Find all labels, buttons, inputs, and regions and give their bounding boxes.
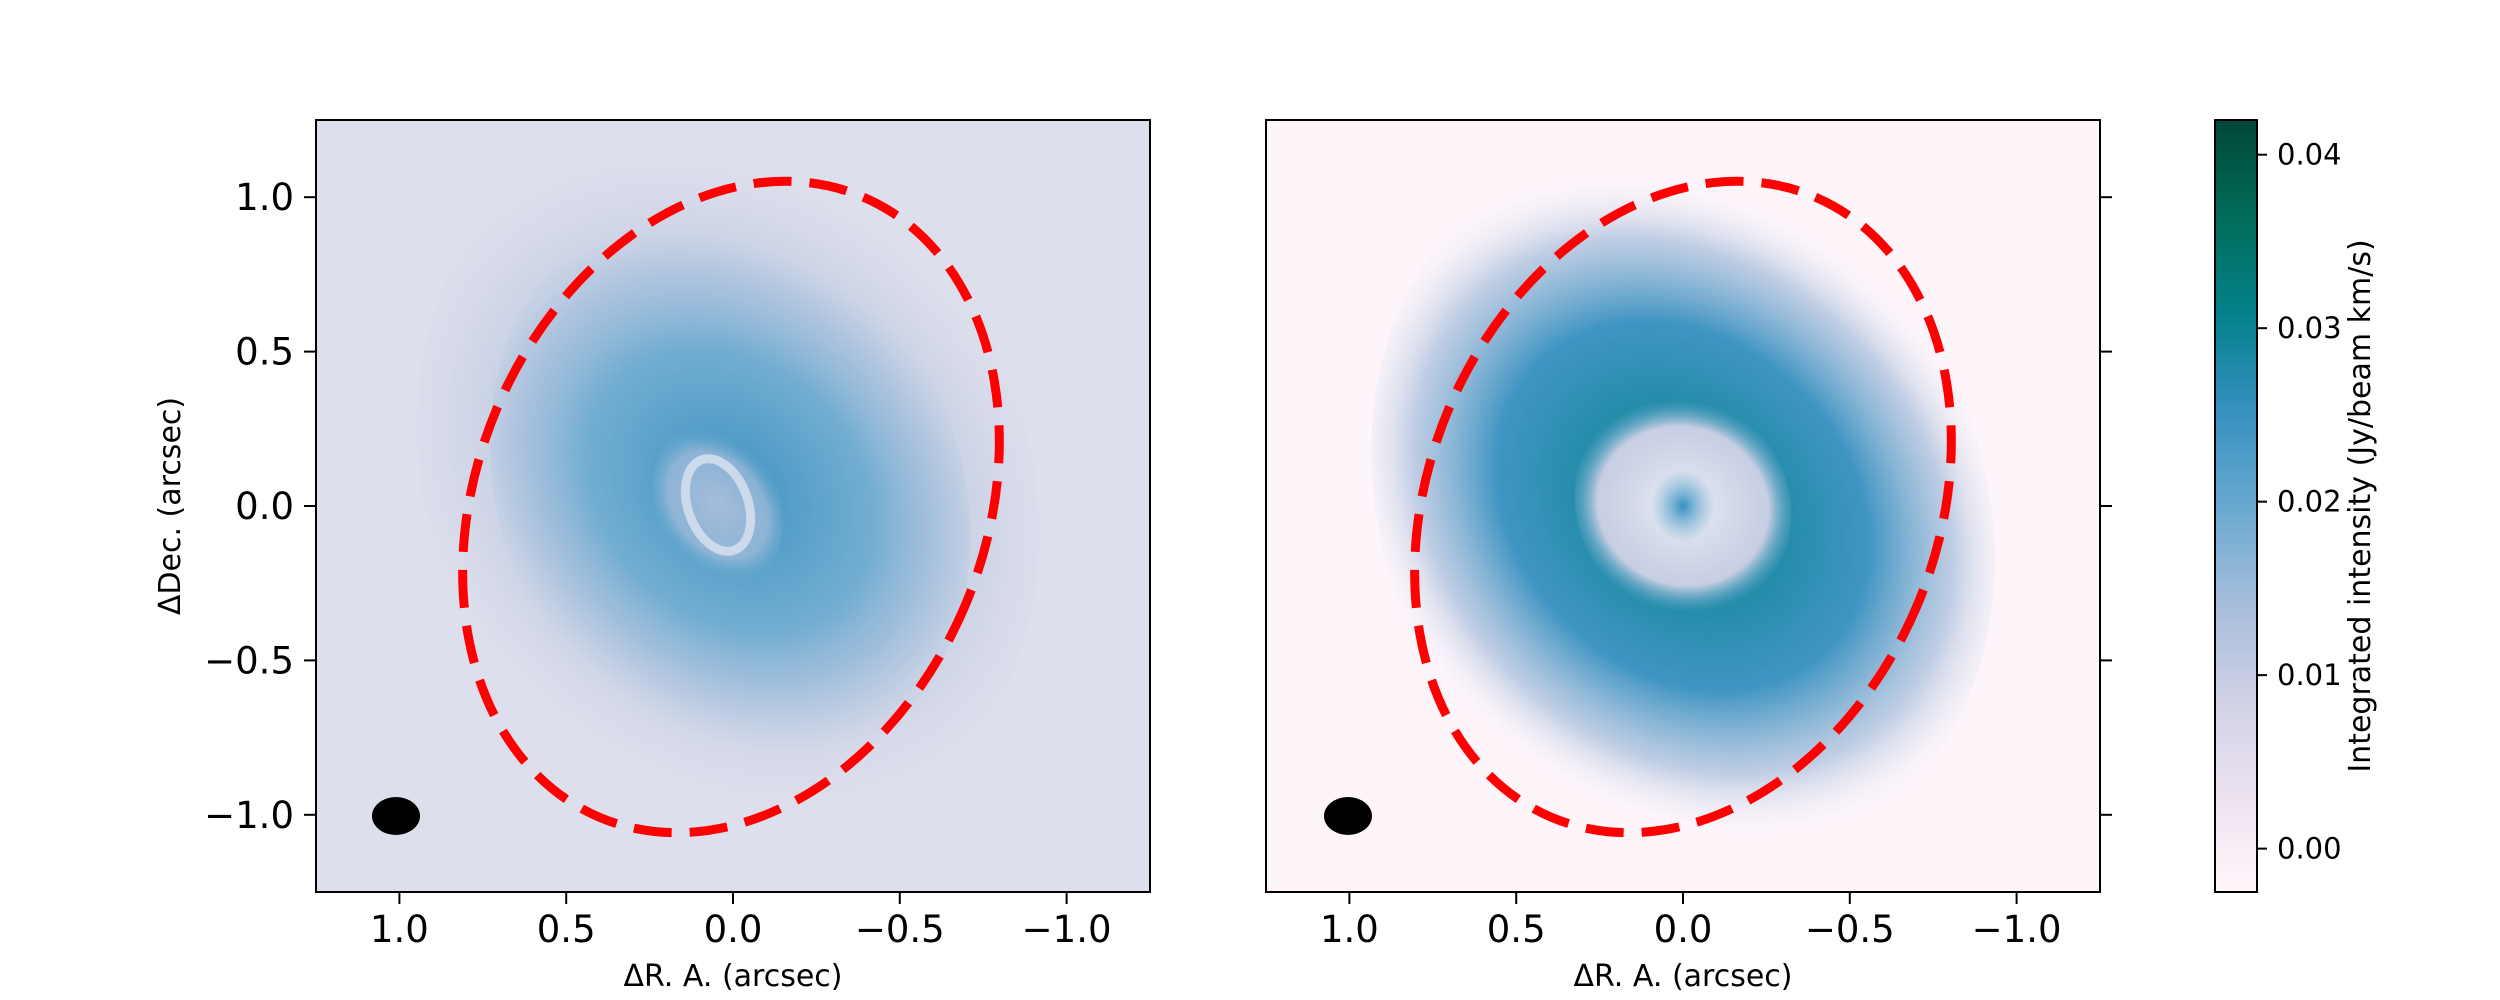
model-dashed-ellipse xyxy=(1410,176,1956,838)
observed-dashed-ellipse xyxy=(458,176,1004,838)
observed-y-tick-label: 0.0 xyxy=(235,485,294,528)
colorbar-tick-label: 0.03 xyxy=(2277,311,2342,345)
model-x-axis-label: ΔR. A. (arcsec) xyxy=(1574,959,1793,994)
observed-y-tick-label: −0.5 xyxy=(204,639,294,682)
model-y-ticks xyxy=(2100,196,2112,816)
model-panel: 1.0 0.5 0.0 −0.5 −1.0 ΔR. A. (arcsec) xyxy=(1265,119,2112,994)
model-x-tick-label: −0.5 xyxy=(1805,908,1895,951)
observed-y-ticks: 1.0 0.5 0.0 −0.5 −1.0 xyxy=(204,176,316,837)
model-intensity-map xyxy=(1266,120,2100,892)
observed-x-tick-label: 0.5 xyxy=(537,908,596,951)
observed-intensity-map xyxy=(316,120,1150,892)
model-x-tick-label: 0.0 xyxy=(1654,908,1713,951)
colorbar-ticks: 0.00 0.01 0.02 0.03 0.04 xyxy=(2257,138,2342,866)
colorbar-tick-label: 0.01 xyxy=(2277,658,2342,692)
colorbar-gradient xyxy=(2214,119,2258,893)
observed-y-tick-label: −1.0 xyxy=(204,794,294,837)
observed-y-axis-label: ΔDec. (arcsec) xyxy=(153,397,188,615)
model-x-tick-label: −1.0 xyxy=(1972,908,2062,951)
observed-x-tick-label: 1.0 xyxy=(370,908,429,951)
colorbar: 0.00 0.01 0.02 0.03 0.04 Integrated intensit… xyxy=(2214,119,2378,893)
observed-x-axis-label: ΔR. A. (arcsec) xyxy=(624,959,843,994)
observed-beam-marker xyxy=(372,797,420,835)
colorbar-tick-label: 0.00 xyxy=(2277,832,2342,866)
observed-x-ticks: 1.0 0.5 0.0 −0.5 −1.0 xyxy=(370,892,1112,951)
colorbar-tick-label: 0.04 xyxy=(2277,138,2342,172)
observed-x-tick-label: −0.5 xyxy=(855,908,945,951)
model-x-ticks: 1.0 0.5 0.0 −0.5 −1.0 xyxy=(1320,892,2062,951)
colorbar-label: Integrated intensity (Jy/beam km/s) xyxy=(2343,239,2378,772)
colorbar-tick-label: 0.02 xyxy=(2277,485,2342,519)
observed-x-tick-label: −1.0 xyxy=(1022,908,1112,951)
observed-y-tick-label: 1.0 xyxy=(235,176,294,219)
observed-x-tick-label: 0.0 xyxy=(704,908,763,951)
model-beam-marker xyxy=(1324,797,1372,835)
observed-y-tick-label: 0.5 xyxy=(235,331,294,374)
observed-panel: 1.0 0.5 0.0 −0.5 −1.0 1.0 0.5 0.0 −0.5 −1.0 ΔR. … xyxy=(153,119,1151,994)
model-x-tick-label: 1.0 xyxy=(1320,908,1379,951)
model-x-tick-label: 0.5 xyxy=(1487,908,1546,951)
